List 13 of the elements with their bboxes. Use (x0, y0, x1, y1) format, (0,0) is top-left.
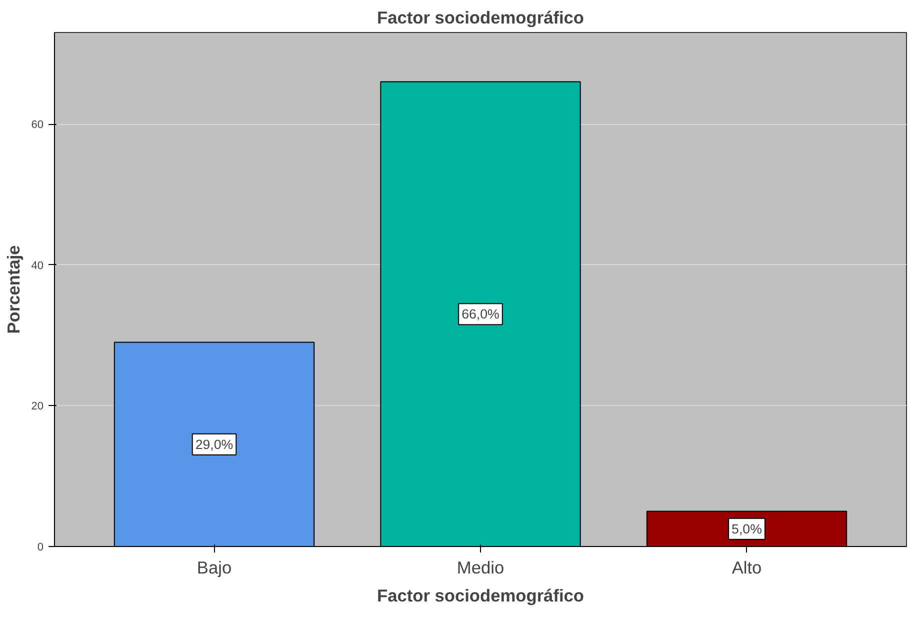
data-label: 66,0% (462, 306, 500, 322)
x-tick-label: Alto (732, 558, 762, 578)
x-tick-label: Bajo (196, 558, 232, 578)
chart-title: Factor sociodemográfico (376, 8, 584, 28)
y-axis-title: Porcentaje (3, 244, 24, 334)
data-label: 29,0% (195, 436, 234, 452)
y-tick-label: 20 (31, 400, 44, 413)
x-axis-title: Factor sociodemográfico (376, 586, 584, 606)
data-label: 5,0% (732, 521, 762, 536)
y-tick-label: 0 (37, 542, 44, 554)
x-tick-label: Medio (456, 558, 504, 578)
y-tick-label: 60 (31, 119, 44, 132)
y-tick-label: 40 (31, 260, 44, 272)
